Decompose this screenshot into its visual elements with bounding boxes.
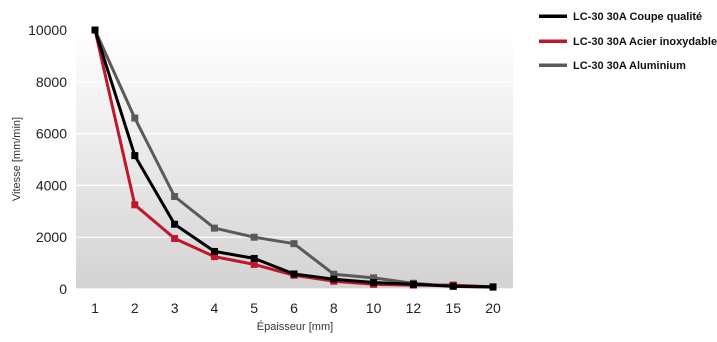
x-tick-label: 4 [211, 300, 219, 316]
legend-item: LC-30 30A Aluminium [539, 60, 686, 72]
data-point [250, 260, 258, 268]
x-tick-label: 8 [330, 300, 338, 316]
y-tick-label: 10000 [28, 22, 67, 38]
x-tick-label: 3 [171, 300, 179, 316]
x-axis-title: Épaisseur [mm] [257, 320, 333, 333]
x-tick-label: 12 [406, 300, 422, 316]
data-point [489, 283, 497, 291]
grid-lines [76, 29, 513, 290]
data-point [131, 201, 139, 209]
x-tick-label: 15 [445, 300, 461, 316]
y-tick-label: 6000 [36, 126, 67, 142]
data-point [171, 220, 179, 228]
data-point [370, 279, 378, 287]
legend-label: LC-30 30A Coupe qualité [573, 11, 702, 23]
x-tick-label: 1 [91, 300, 99, 316]
data-point [290, 240, 298, 248]
x-tick-label: 2 [131, 300, 139, 316]
series-1 [91, 26, 497, 291]
data-point [330, 275, 338, 283]
legend-swatch [539, 63, 567, 67]
data-point [210, 253, 218, 261]
data-point [250, 233, 258, 241]
data-point [91, 26, 99, 34]
legend-label: LC-30 30A Aluminium [573, 60, 686, 72]
y-tick-label: 8000 [36, 74, 67, 90]
data-point [171, 193, 179, 201]
data-point [210, 247, 218, 255]
x-axis: 1 2 3 4 5 6 8 10 12 15 20 [91, 300, 501, 316]
legend-swatch [539, 14, 567, 18]
data-point [131, 114, 139, 122]
y-axis-title: Vitesse [mm/min] [11, 117, 23, 201]
data-point [330, 270, 338, 278]
y-tick-label: 0 [59, 281, 67, 297]
series [91, 26, 497, 291]
legend-swatch [539, 39, 567, 43]
data-point [250, 254, 258, 262]
data-point [210, 224, 218, 232]
y-axis: 0 2000 4000 6000 8000 10000 [28, 22, 67, 297]
x-tick-label: 5 [250, 300, 258, 316]
data-point [171, 234, 179, 242]
plot-background [76, 30, 513, 289]
y-tick-label: 2000 [36, 229, 67, 245]
data-point [290, 270, 298, 278]
legend: LC-30 30A Coupe qualité LC-30 30A Acier i… [539, 11, 717, 72]
y-tick-label: 4000 [36, 177, 67, 193]
x-tick-label: 6 [290, 300, 298, 316]
legend-item: LC-30 30A Coupe qualité [539, 11, 702, 23]
data-point [131, 152, 139, 160]
data-point [449, 282, 457, 290]
x-tick-label: 10 [366, 300, 382, 316]
x-tick-label: 20 [485, 300, 501, 316]
data-point [409, 280, 417, 288]
data-point [370, 274, 378, 282]
legend-item: LC-30 30A Acier inoxydable [539, 36, 717, 48]
legend-label: LC-30 30A Acier inoxydable [573, 36, 717, 48]
